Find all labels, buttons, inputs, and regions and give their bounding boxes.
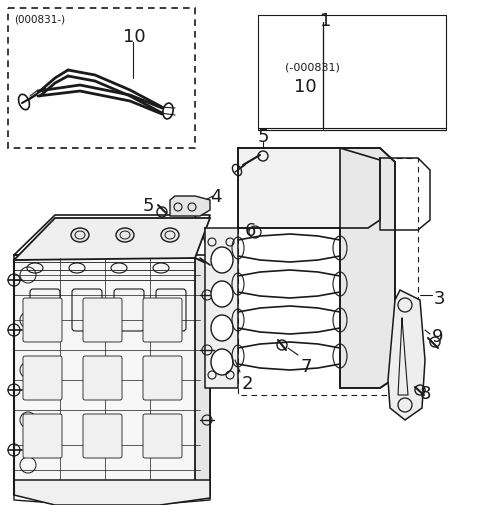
Polygon shape bbox=[14, 258, 210, 495]
Ellipse shape bbox=[161, 228, 179, 242]
Text: (000831-): (000831-) bbox=[14, 14, 65, 24]
Polygon shape bbox=[195, 258, 210, 495]
Bar bbox=[8, 8, 195, 148]
FancyBboxPatch shape bbox=[143, 298, 182, 342]
FancyBboxPatch shape bbox=[30, 289, 60, 331]
FancyBboxPatch shape bbox=[143, 414, 182, 458]
FancyBboxPatch shape bbox=[114, 289, 144, 331]
Ellipse shape bbox=[211, 349, 233, 375]
Ellipse shape bbox=[116, 228, 134, 242]
Text: 10: 10 bbox=[294, 78, 317, 96]
Polygon shape bbox=[388, 290, 425, 420]
Text: 10: 10 bbox=[123, 28, 145, 46]
Text: 8: 8 bbox=[420, 385, 432, 403]
FancyBboxPatch shape bbox=[23, 414, 62, 458]
Polygon shape bbox=[238, 148, 380, 228]
FancyBboxPatch shape bbox=[72, 289, 102, 331]
Polygon shape bbox=[170, 196, 210, 216]
Text: (-000831): (-000831) bbox=[285, 62, 340, 72]
FancyBboxPatch shape bbox=[83, 298, 122, 342]
Text: 5: 5 bbox=[258, 128, 269, 146]
Text: 3: 3 bbox=[434, 290, 445, 308]
Text: 7: 7 bbox=[300, 358, 312, 376]
Text: 4: 4 bbox=[210, 188, 221, 206]
FancyBboxPatch shape bbox=[83, 356, 122, 400]
Text: 1: 1 bbox=[320, 12, 331, 30]
Ellipse shape bbox=[211, 247, 233, 273]
FancyBboxPatch shape bbox=[156, 289, 186, 331]
Text: 6: 6 bbox=[245, 222, 256, 240]
Text: 2: 2 bbox=[242, 375, 253, 393]
Ellipse shape bbox=[71, 228, 89, 242]
FancyBboxPatch shape bbox=[143, 356, 182, 400]
Bar bbox=[205, 228, 238, 388]
Polygon shape bbox=[14, 218, 210, 260]
Ellipse shape bbox=[211, 315, 233, 341]
Ellipse shape bbox=[211, 281, 233, 307]
Polygon shape bbox=[340, 148, 395, 388]
Text: 9: 9 bbox=[432, 328, 444, 346]
Text: 5: 5 bbox=[143, 197, 155, 215]
FancyBboxPatch shape bbox=[23, 356, 62, 400]
Polygon shape bbox=[14, 480, 210, 505]
FancyBboxPatch shape bbox=[83, 414, 122, 458]
FancyBboxPatch shape bbox=[23, 298, 62, 342]
